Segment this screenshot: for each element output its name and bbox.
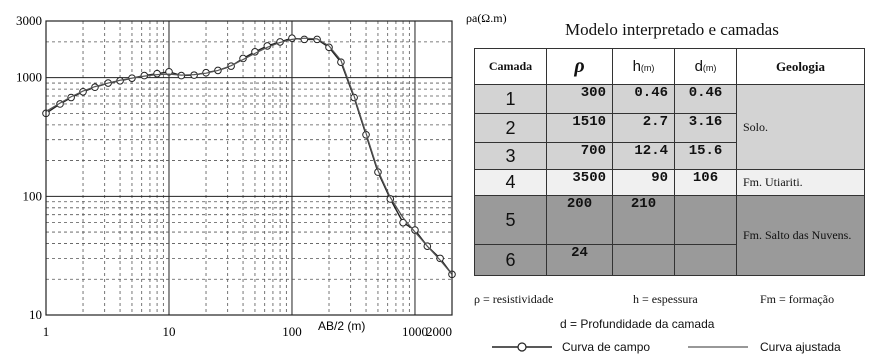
cell-camada: 1 (474, 84, 547, 114)
x-tick-label: 10 (162, 324, 175, 339)
table-row: 5 200 210 Fm. Salto das Nuvens. (474, 195, 865, 276)
y-tick-label: 100 (23, 188, 43, 203)
field-curve (45, 37, 453, 275)
cell-h (612, 244, 675, 276)
cell-rho: 24 (546, 244, 613, 276)
plot-frame (45, 20, 453, 316)
legend-rho-def: ρ = resistividade (474, 292, 554, 306)
field-data-point (325, 43, 333, 52)
cell-d: 3.16 (674, 113, 737, 143)
cell-h: 90 (612, 169, 675, 196)
header-geologia: Geologia (736, 48, 865, 85)
layer-table: Camada ρ h(m) d(m) Geologia 1 300 0.46 0… (474, 48, 865, 276)
field-data-point (165, 67, 173, 76)
table-title: Modelo interpretado e camadas (565, 20, 779, 39)
x-axis-label: AB/2 (m) (318, 319, 365, 333)
cell-camada: 2 (474, 113, 547, 143)
cell-d: 0.46 (674, 84, 737, 114)
x-tick-label: 1000 (402, 324, 428, 339)
legend-campo-label: Curva de campo (562, 340, 651, 354)
header-d: d(m) (674, 48, 737, 85)
field-data-point (153, 69, 161, 78)
cell-camada: 6 (474, 244, 547, 276)
fitted-curve (45, 37, 453, 275)
cell-rho: 3500 (546, 169, 613, 196)
cell-geologia-utiariti: Fm. Utiariti. (736, 169, 865, 196)
legend-ajustada-label: Curva ajustada (760, 340, 841, 354)
x-tick-label: 2000 (426, 324, 452, 339)
table-row: 1 300 0.46 0.46 Solo. (474, 84, 865, 170)
table-row: 4 3500 90 106 Fm. Utiariti. (474, 169, 865, 196)
x-tick-label: 1 (43, 324, 50, 339)
legend-fm-def: Fm = formação (760, 292, 835, 306)
x-tick-label: 100 (282, 324, 302, 339)
cell-h: 12.4 (612, 142, 675, 170)
y-tick-label: 10 (29, 307, 42, 322)
cell-h: 210 (612, 195, 675, 245)
cell-rho: 300 (546, 84, 613, 114)
cell-rho: 1510 (546, 113, 613, 143)
field-data-point (399, 218, 407, 227)
legend-ajustada-line (688, 346, 748, 348)
header-h: h(m) (612, 48, 675, 85)
cell-d: 15.6 (674, 142, 737, 170)
cell-h: 2.7 (612, 113, 675, 143)
y-tick-label: 3000 (16, 13, 42, 28)
field-data-point (300, 35, 309, 44)
cell-d (674, 195, 737, 245)
field-data-point (436, 254, 444, 263)
cell-d (674, 244, 737, 276)
legend-d-def: d = Profundidade da camada (560, 317, 715, 331)
cell-d: 106 (674, 169, 737, 196)
cell-camada: 5 (474, 195, 547, 245)
cell-h: 0.46 (612, 84, 675, 114)
y-tick-label: 1000 (16, 70, 42, 85)
legend-h-def: h = espessura (633, 292, 698, 306)
cell-camada: 4 (474, 169, 547, 196)
cell-rho: 200 (546, 195, 613, 245)
table-row: 6 24 (474, 244, 865, 276)
field-data-point (411, 226, 419, 234)
header-camada: Camada (474, 48, 547, 85)
cell-rho: 700 (546, 142, 613, 170)
y-axis-label: ρa(Ω.m) (466, 11, 507, 25)
cell-camada: 3 (474, 142, 547, 170)
header-rho: ρ (546, 48, 613, 85)
cell-geologia-solo: Solo. (736, 84, 865, 170)
legend-campo-line (492, 342, 552, 352)
cell-geologia-salto: Fm. Salto das Nuvens. (736, 195, 865, 276)
